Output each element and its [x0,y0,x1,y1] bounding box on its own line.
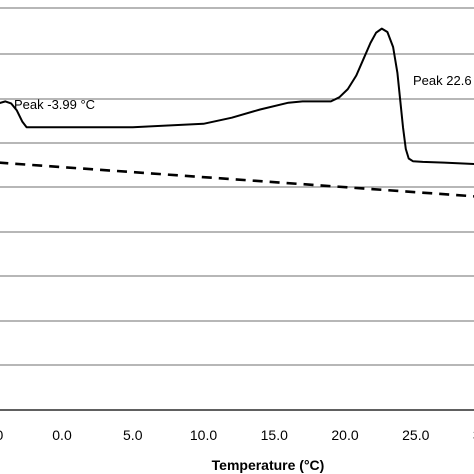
peak-annotation: Peak -3.99 °C [14,97,95,112]
annotations: Peak -3.99 °C Peak 22.6 [14,73,472,112]
series-dashed-line [0,161,474,198]
peak-annotation: Peak 22.6 [413,73,472,88]
x-tick-label: 30.0 [473,427,474,443]
x-tick-labels: -5.0 0.0 5.0 10.0 15.0 20.0 25.0 30.0 [0,427,474,443]
x-tick-label: 15.0 [261,427,288,443]
x-tick-label: 10.0 [190,427,217,443]
x-axis-title: Temperature (°C) [212,457,325,473]
series-solid-line [0,27,474,166]
x-tick-label: -5.0 [0,427,4,443]
x-tick-label: 5.0 [123,427,143,443]
series-group [0,27,474,198]
x-tick-label: 20.0 [331,427,358,443]
gridlines [0,7,474,411]
x-tick-label: 25.0 [402,427,429,443]
x-tick-label: 0.0 [52,427,72,443]
